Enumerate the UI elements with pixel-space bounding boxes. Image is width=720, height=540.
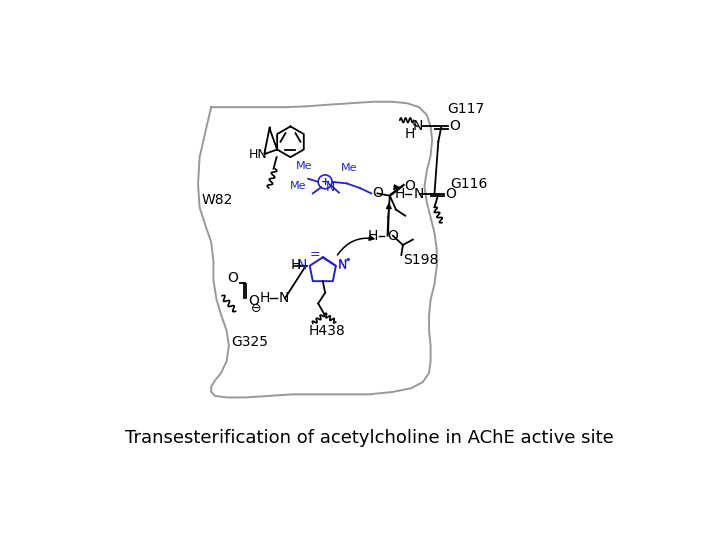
Text: ⊖: ⊖ (251, 302, 261, 315)
Text: O: O (372, 186, 383, 200)
Text: O: O (248, 294, 259, 308)
Text: O: O (445, 187, 456, 201)
Text: N: N (326, 181, 336, 194)
Text: HN: HN (248, 147, 268, 160)
Text: O: O (405, 179, 415, 193)
Text: N: N (297, 258, 307, 272)
Text: H: H (405, 127, 415, 141)
Text: N: N (279, 291, 289, 305)
Text: Me: Me (290, 181, 307, 192)
Text: O: O (228, 271, 238, 285)
Text: H: H (368, 229, 378, 243)
Text: N: N (338, 259, 347, 272)
Text: Transesterification of acetylcholine in AChE active site: Transesterification of acetylcholine in … (125, 429, 613, 447)
Text: H: H (291, 258, 301, 272)
Text: •: • (344, 255, 351, 265)
Text: N: N (413, 119, 423, 133)
Text: O: O (387, 229, 398, 243)
Text: O: O (449, 119, 460, 133)
Text: ·: · (342, 253, 347, 271)
Text: H: H (395, 187, 405, 201)
Text: N: N (414, 187, 424, 201)
Text: +: + (320, 177, 330, 187)
Text: =: = (310, 248, 320, 261)
Text: G325: G325 (231, 335, 268, 349)
Text: N: N (338, 258, 348, 271)
Text: H: H (260, 291, 270, 305)
Text: W82: W82 (202, 193, 233, 206)
Text: S198: S198 (403, 253, 438, 267)
Text: G116: G116 (451, 177, 487, 191)
Text: H438: H438 (308, 324, 345, 338)
Text: Me: Me (341, 163, 357, 173)
Text: Me: Me (295, 161, 312, 171)
Text: G117: G117 (447, 102, 485, 116)
